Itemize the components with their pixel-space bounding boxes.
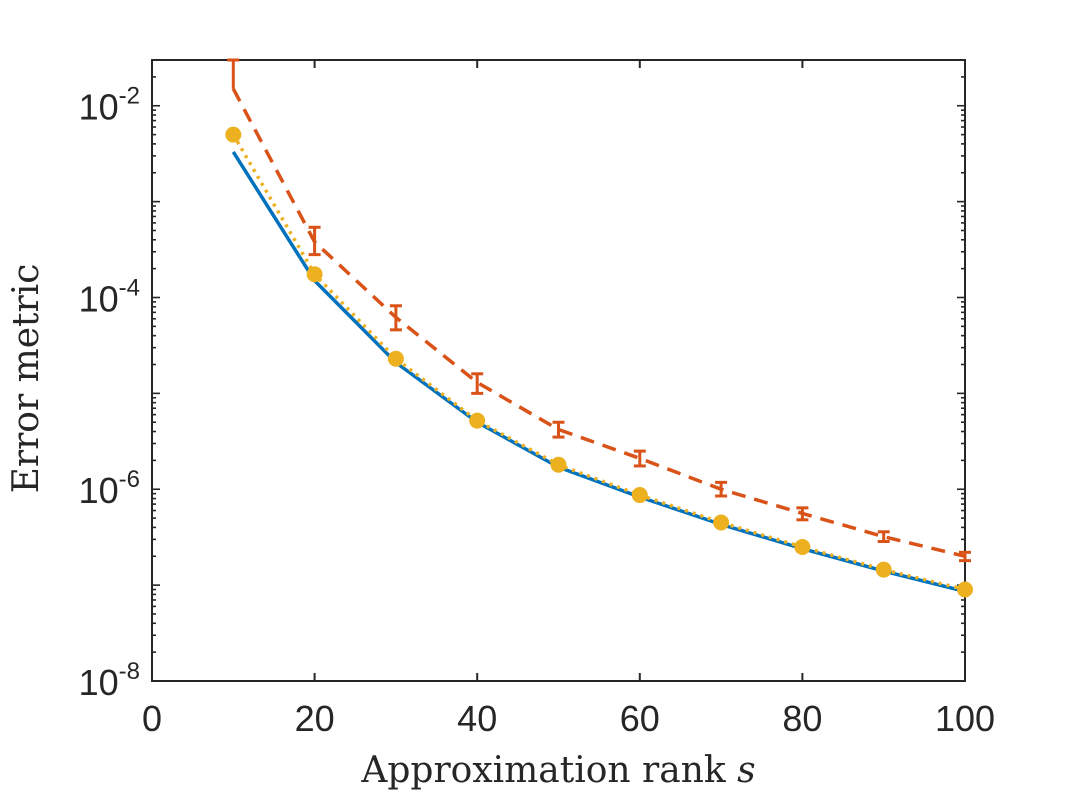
x-tick-labels: 0 20 40 60 80 100 — [142, 698, 995, 739]
series-layer — [225, 58, 973, 598]
series-2-line — [231, 88, 966, 558]
y-tick-labels: 10-8 10-6 10-4 10-2 — [79, 83, 140, 703]
error-bar — [552, 420, 565, 439]
error-bar — [959, 550, 971, 563]
error-bar — [633, 449, 646, 468]
plot-area — [151, 59, 966, 682]
data-point — [957, 581, 973, 598]
x-tick-label: 20 — [295, 698, 335, 739]
series-1-line — [231, 150, 966, 594]
error-bar — [471, 372, 484, 395]
x-tick-label: 0 — [142, 698, 162, 739]
data-point — [713, 514, 730, 531]
data-point — [875, 561, 892, 578]
data-point — [387, 350, 404, 367]
x-axis-label: Approximation rank s — [360, 750, 755, 791]
y-tick-label: 10-6 — [79, 466, 140, 511]
y-tick-label: 10-4 — [79, 274, 140, 319]
error-bar — [796, 506, 809, 522]
data-point — [225, 126, 242, 143]
y-tick-label: 10-2 — [79, 83, 140, 128]
data-point — [550, 456, 567, 473]
error-bar — [715, 480, 728, 498]
data-point — [794, 538, 811, 555]
x-tick-label: 60 — [620, 698, 660, 739]
axis-ticks — [151, 59, 966, 682]
x-tick-label: 40 — [457, 698, 497, 739]
y-tick-label: 10-8 — [79, 658, 140, 703]
x-tick-label: 80 — [782, 698, 822, 739]
x-tick-label: 100 — [935, 698, 995, 739]
y-axis-label: Error metric — [6, 264, 47, 494]
data-point — [631, 487, 648, 504]
data-point — [469, 412, 486, 429]
error-bar — [389, 304, 402, 332]
error-bar — [877, 530, 890, 544]
error-bar — [308, 225, 321, 257]
data-point — [306, 266, 323, 283]
error-bar — [227, 58, 240, 89]
